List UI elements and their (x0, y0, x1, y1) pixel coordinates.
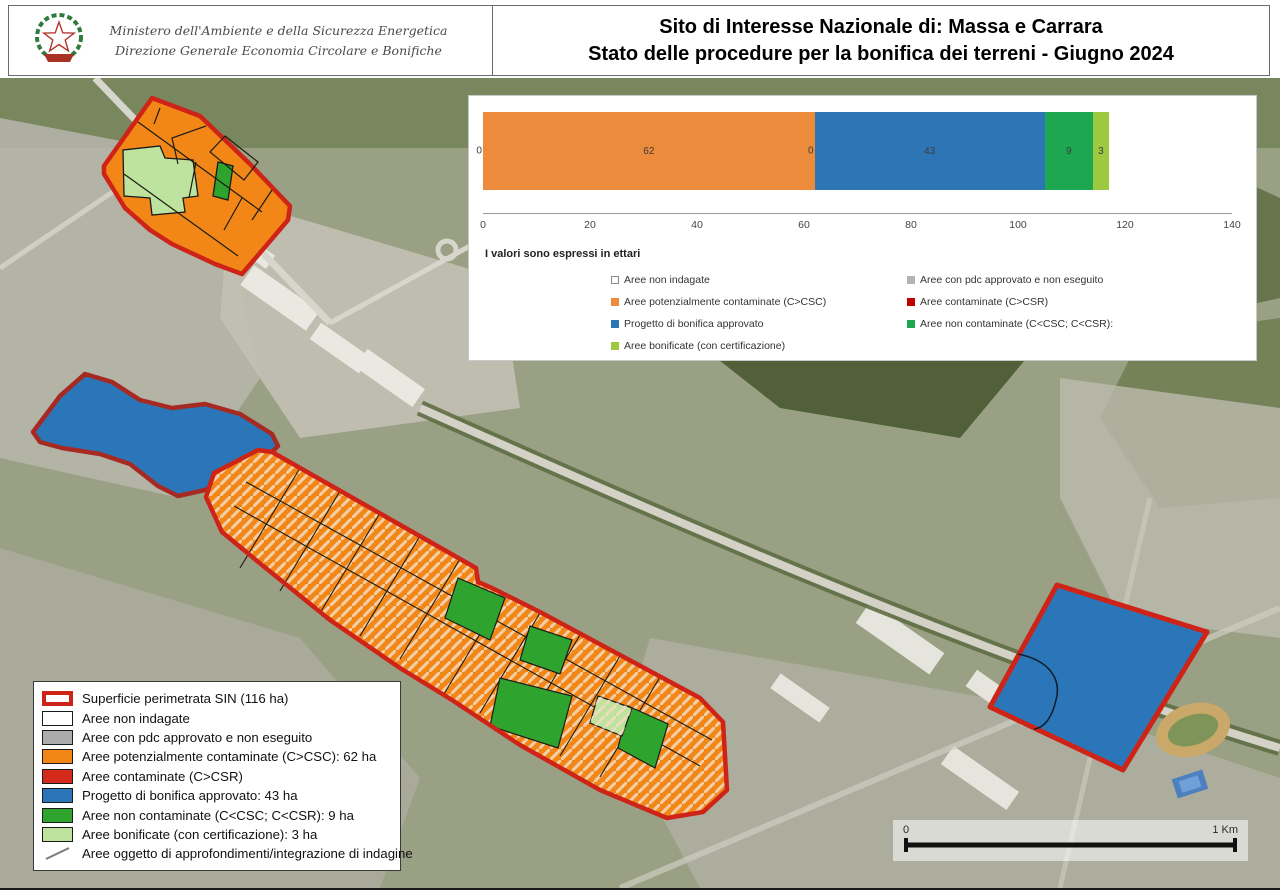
parcel-lines-nw (123, 107, 273, 257)
legend-row-non-indagate: Aree non indagate (42, 708, 392, 727)
x-tick: 20 (584, 219, 596, 231)
area-bonificata-nw (122, 145, 199, 216)
map-canvas: 0 62 0 43 9 3 0 20 40 60 (0, 78, 1280, 890)
stadium (1155, 702, 1231, 799)
legend-label: Aree contaminate (C>CSR) (920, 296, 1049, 308)
legend-row-progetto-bonifica: Progetto di bonifica approvato: 43 ha (42, 786, 392, 805)
light-green-hatch (590, 696, 632, 736)
sub-parcel-outline-east (1017, 653, 1059, 730)
blue-area-east (987, 582, 1210, 773)
swatch-red (42, 768, 73, 784)
bar-value: 43 (924, 145, 936, 157)
legend-label: Progetto di bonifica approvato (624, 318, 764, 330)
legend-row-sin: Superficie perimetrata SIN (116 ha) (42, 689, 392, 708)
bar-value: 3 (1098, 145, 1104, 157)
legend-label: Aree non contaminate (C<CSC; C<CSR): (920, 318, 1114, 330)
x-tick: 60 (798, 219, 810, 231)
italy-emblem-logo (33, 11, 85, 70)
x-axis-line (483, 213, 1232, 214)
x-tick: 140 (1223, 219, 1241, 231)
legend-label: Aree potenzialmente contaminate (C>CSC) (624, 296, 827, 308)
swatch-diagonal-line (42, 846, 73, 861)
chart-legend-item: Aree non indagate (611, 274, 907, 286)
swatch-green (42, 807, 73, 823)
legend-swatch-orange (611, 298, 619, 306)
green-patch-1 (444, 577, 506, 641)
bar-segment-potenzialmente-contaminate: 62 (483, 112, 815, 190)
x-tick: 0 (480, 219, 486, 231)
x-tick: 80 (905, 219, 917, 231)
legend-row-bonificate: Aree bonificate (con certificazione): 3 … (42, 825, 392, 844)
bar-value: 9 (1066, 145, 1072, 157)
legend-swatch-white (611, 276, 619, 284)
chart-panel: 0 62 0 43 9 3 0 20 40 60 (468, 95, 1257, 361)
x-axis-ticks: 0 20 40 60 80 100 120 140 (480, 219, 1241, 233)
swatch-gray (42, 729, 73, 745)
sin-area-northwest (101, 95, 293, 277)
scale-start-label: 0 (903, 824, 910, 836)
chart-legend-item: Aree potenzialmente contaminate (C>CSC) (611, 296, 907, 308)
legend-row-potenzialmente-contaminate: Aree potenzialmente contaminate (C>CSC):… (42, 747, 392, 766)
header-title-block: Sito di Interesse Nazionale di: Massa e … (493, 6, 1269, 75)
legend-swatch-blue (611, 320, 619, 328)
legend-label: Aree con pdc approvato e non eseguito (920, 274, 1104, 286)
chart-legend-item: Aree bonificate (con certificazione) (611, 340, 907, 352)
legend-row-non-contaminate: Aree non contaminate (C<CSC; C<CSR): 9 h… (42, 805, 392, 824)
swatch-blue (42, 788, 73, 804)
scale-end-label: 1 Km (1212, 824, 1238, 836)
green-patch-2 (519, 625, 573, 675)
legend-swatch-red (907, 298, 915, 306)
chart-note: I valori sono espressi in ettari (485, 248, 641, 260)
swatch-orange (42, 749, 73, 765)
x-tick: 120 (1116, 219, 1134, 231)
legend-swatch-gray (907, 276, 915, 284)
ministry-line2: Direzione Generale Economia Circolare e … (115, 42, 442, 58)
chart-legend-item: Aree contaminate (C>CSR) (907, 296, 1256, 308)
chart-legend: Aree non indagate Aree con pdc approvato… (611, 274, 1256, 352)
bar-segment-progetto-bonifica: 43 (814, 112, 1045, 190)
header: Ministero dell'Ambiente e della Sicurezz… (8, 5, 1270, 76)
header-ministry-block: Ministero dell'Ambiente e della Sicurezz… (9, 6, 493, 75)
swatch-light-green (42, 826, 73, 842)
bar-segment-bonificate: 3 (1092, 112, 1109, 190)
swatch-white (42, 710, 73, 726)
legend-swatch-green (907, 320, 915, 328)
stacked-bar: 0 62 0 43 9 3 (476, 112, 1232, 190)
page-title-line1: Sito di Interesse Nazionale di: Massa e … (659, 15, 1103, 38)
ministry-name: Ministero dell'Ambiente e della Sicurezz… (85, 21, 492, 61)
chart-legend-item: Aree con pdc approvato e non eseguito (907, 274, 1256, 286)
area-non-contaminata-nw (212, 161, 234, 201)
swatch-sin-outline (42, 691, 73, 707)
bar-segment-non-contaminate: 9 (1044, 112, 1093, 190)
scale-bar-line (904, 838, 1237, 852)
bar-label-contaminate: 0 (808, 145, 814, 157)
x-tick: 100 (1009, 219, 1027, 231)
green-patch-3 (489, 677, 573, 749)
bar-value: 62 (643, 145, 655, 157)
map-legend: Superficie perimetrata SIN (116 ha) Aree… (33, 681, 413, 871)
page-title-line2: Stato delle procedure per la bonifica de… (588, 42, 1174, 65)
legend-row-contaminate: Aree contaminate (C>CSR) (42, 767, 392, 786)
chart-legend-item: Aree non contaminate (C<CSC; C<CSR): (907, 318, 1256, 330)
legend-row-approfondimenti: Aree oggetto di approfondimenti/integraz… (42, 844, 413, 863)
sin-border-band (203, 447, 730, 821)
legend-label: Aree non indagate (624, 274, 710, 286)
legend-row-pdc: Aree con pdc approvato e non eseguito (42, 728, 392, 747)
legend-label: Aree bonificate (con certificazione) (624, 340, 786, 352)
chart-legend-item: Progetto di bonifica approvato (611, 318, 907, 330)
orange-band-central (203, 447, 730, 821)
x-tick: 40 (691, 219, 703, 231)
legend-swatch-light-green (611, 342, 619, 350)
bar-label-non-indagate: 0 (476, 145, 482, 157)
scale-bar: 0 1 Km (893, 820, 1248, 861)
ministry-line1: Ministero dell'Ambiente e della Sicurezz… (109, 22, 448, 38)
